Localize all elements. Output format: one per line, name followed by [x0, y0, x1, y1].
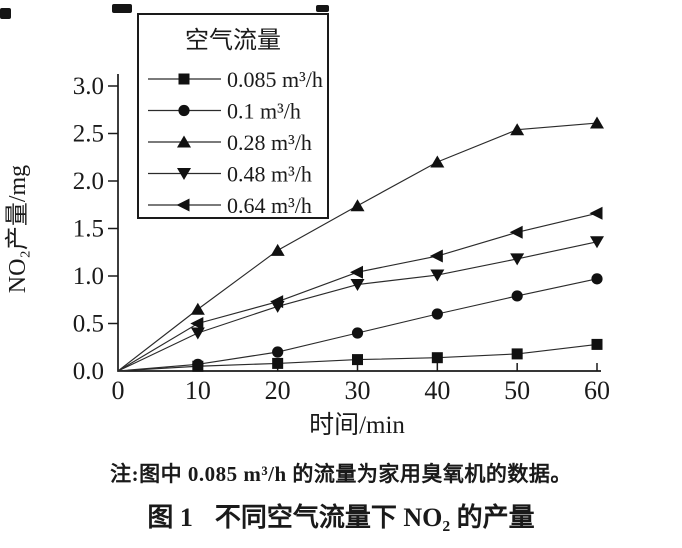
- y-tick-label: 2.5: [73, 121, 104, 148]
- y-tick-label: 2.0: [73, 168, 104, 195]
- legend: 空气流量 0.085 m³/h 0.1 m³/h 0.28 m³/h 0.48 m³/h…: [137, 13, 329, 219]
- series-triangle-up: [117, 116, 604, 372]
- scan-artifact: [0, 8, 11, 19]
- x-tick-label: 20: [265, 376, 291, 405]
- y-tick-label: 1.0: [73, 263, 104, 290]
- no2-production-line-chart: 0.0 0.5 1.0 1.5 2.0 2.5 3.0 0 10 20 30 40 50 60 NO₂产量/…: [4, 13, 610, 439]
- figure-note: 注:图中 0.085 m³/h 的流量为家用臭氧机的数据。: [110, 462, 572, 486]
- legend-item-label: 0.48 m³/h: [227, 162, 312, 187]
- legend-item-label: 0.28 m³/h: [227, 130, 312, 155]
- legend-item-label: 0.64 m³/h: [227, 193, 312, 218]
- y-tick-label: 1.5: [73, 216, 104, 243]
- x-tick-label: 10: [185, 376, 211, 405]
- axes: 0.0 0.5 1.0 1.5 2.0 2.5 3.0 0 10 20 30 40 50 60 NO₂产量/…: [4, 73, 610, 439]
- series-square: [117, 338, 603, 372]
- figure-caption: 图 1 不同空气流量下 NO₂ 的产量: [0, 497, 682, 534]
- y-axis-title: NO₂产量/mg: [4, 165, 31, 293]
- legend-item: 0.48 m³/h: [148, 162, 312, 187]
- scan-artifact: [316, 5, 329, 12]
- y-tick-label: 0.5: [73, 311, 104, 338]
- legend-item-label: 0.085 m³/h: [227, 67, 323, 92]
- series-triangle-left: [117, 206, 603, 372]
- scan-artifact: [112, 4, 132, 13]
- y-tick-label: 0.0: [73, 358, 104, 385]
- x-tick-label: 50: [504, 376, 530, 405]
- figure-caption-label: 图 1: [147, 503, 193, 532]
- x-tick-label: 60: [584, 376, 610, 405]
- figure-caption-text: 不同空气流量下 NO₂ 的产量: [214, 503, 535, 532]
- legend-item: 0.085 m³/h: [148, 67, 323, 92]
- series-circle: [117, 273, 603, 372]
- x-tick-label: 40: [424, 376, 450, 405]
- series-triangle-down: [117, 236, 604, 372]
- x-axis-title: 时间/min: [309, 411, 405, 439]
- x-tick-label: 30: [345, 376, 371, 405]
- legend-item-label: 0.1 m³/h: [227, 99, 301, 124]
- legend-item: 0.28 m³/h: [148, 130, 312, 155]
- x-tick-label: 0: [112, 376, 125, 405]
- legend-item: 0.1 m³/h: [148, 99, 301, 124]
- legend-item: 0.64 m³/h: [148, 193, 312, 218]
- legend-title: 空气流量: [185, 27, 281, 54]
- y-tick-label: 3.0: [73, 73, 104, 100]
